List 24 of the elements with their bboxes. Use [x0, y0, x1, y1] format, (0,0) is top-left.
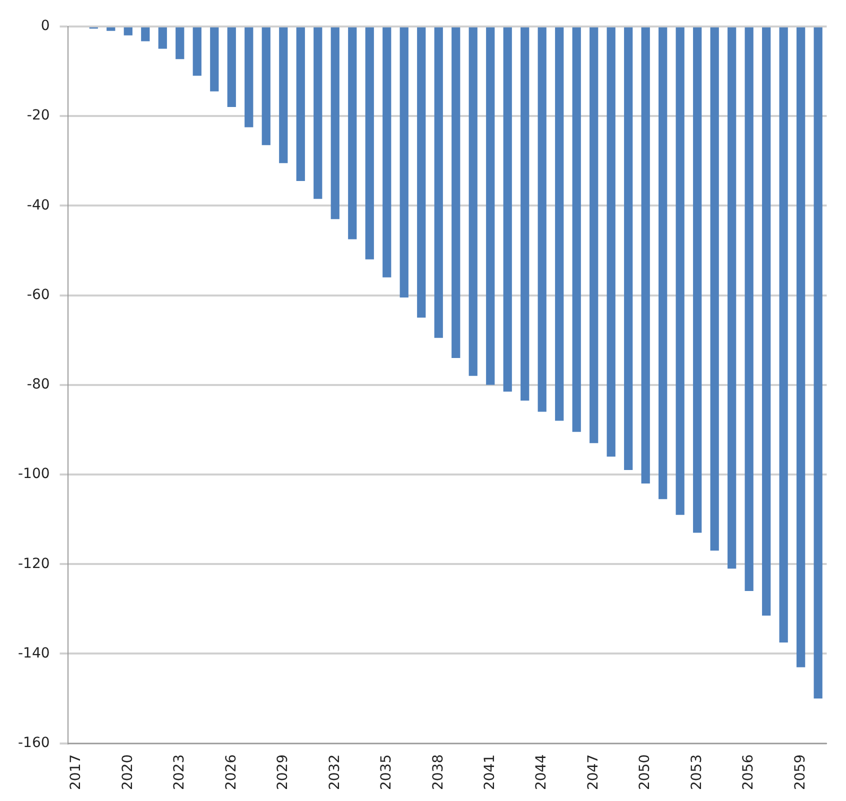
y-tick-label: 0: [40, 18, 50, 34]
y-tick-label: -20: [26, 108, 50, 124]
x-tick-label: 2017: [68, 754, 84, 790]
y-tick-label: -80: [26, 376, 50, 393]
x-tick-label: 2038: [430, 754, 446, 790]
x-tick-label: 2023: [172, 754, 188, 790]
y-tick-label: -60: [26, 286, 50, 303]
x-tick-label: 2047: [585, 754, 602, 790]
x-tick-label: 2032: [326, 754, 343, 790]
y-tick-label: -100: [18, 466, 50, 482]
x-tick-label: 2026: [223, 754, 240, 790]
y-tick-label: -140: [18, 645, 50, 662]
y-tick-label: -120: [18, 556, 50, 572]
x-tick-label: 2056: [740, 754, 757, 790]
x-tick-label: 2050: [637, 754, 654, 790]
x-tick-label: 2044: [534, 754, 550, 790]
y-tick-label: -160: [18, 735, 50, 752]
x-tick-label: 2020: [120, 754, 136, 790]
x-tick-label: 2059: [792, 754, 808, 790]
x-tick-label: 2029: [275, 754, 292, 790]
x-tick-label: 2035: [378, 754, 395, 790]
x-tick-label: 2053: [688, 754, 705, 790]
y-tick-label: -40: [26, 197, 50, 214]
x-tick-label: 2041: [482, 754, 498, 790]
